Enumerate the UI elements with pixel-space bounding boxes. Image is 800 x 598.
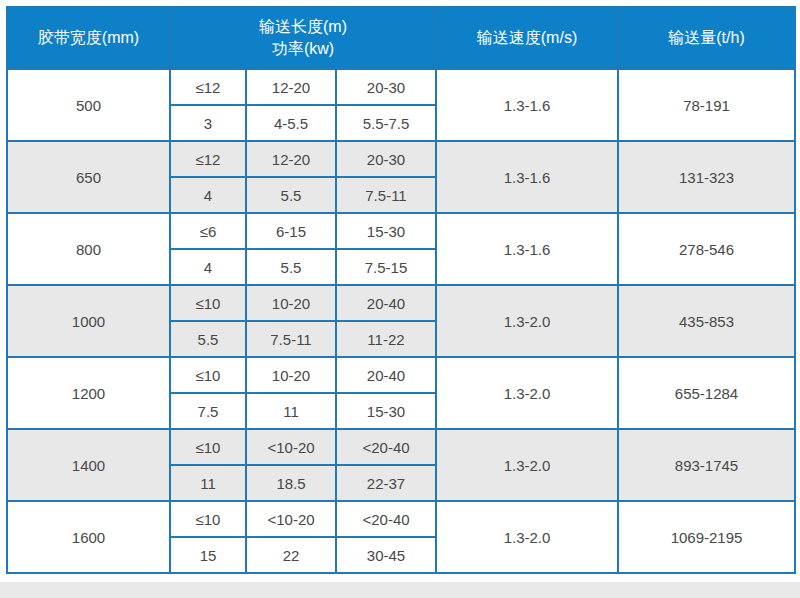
belt-width-cell: 650 — [7, 141, 170, 213]
table-row: 1000 ≤10 10-20 20-40 1.3-2.0 435-853 — [7, 285, 795, 321]
belt-width-cell: 500 — [7, 69, 170, 141]
length-cell: ≤6 — [170, 213, 246, 249]
capacity-cell: 78-191 — [618, 69, 795, 141]
table-row: 1600 ≤10 <10-20 <20-40 1.3-2.0 1069-2195 — [7, 501, 795, 537]
power-cell: 4 — [170, 249, 246, 285]
length-cell: 20-30 — [336, 69, 436, 105]
table-row: 800 ≤6 6-15 15-30 1.3-1.6 278-546 — [7, 213, 795, 249]
capacity-cell: 435-853 — [618, 285, 795, 357]
length-cell: <10-20 — [246, 429, 336, 465]
power-cell: 22-37 — [336, 465, 436, 501]
length-cell: ≤10 — [170, 501, 246, 537]
capacity-cell: 655-1284 — [618, 357, 795, 429]
header-capacity: 输送量(t/h) — [618, 7, 795, 69]
length-cell: 6-15 — [246, 213, 336, 249]
length-cell: 20-40 — [336, 357, 436, 393]
power-cell: 18.5 — [246, 465, 336, 501]
belt-width-cell: 1000 — [7, 285, 170, 357]
power-cell: 11-22 — [336, 321, 436, 357]
length-cell: ≤12 — [170, 141, 246, 177]
speed-cell: 1.3-2.0 — [436, 501, 618, 573]
belt-width-cell: 1200 — [7, 357, 170, 429]
power-cell: 11 — [170, 465, 246, 501]
power-cell: 5.5 — [170, 321, 246, 357]
capacity-cell: 131-323 — [618, 141, 795, 213]
table-body: 500 ≤12 12-20 20-30 1.3-1.6 78-191 3 4-5… — [7, 69, 795, 573]
power-cell: 15-30 — [336, 393, 436, 429]
capacity-cell: 278-546 — [618, 213, 795, 285]
header-speed: 输送速度(m/s) — [436, 7, 618, 69]
power-cell: 7.5-15 — [336, 249, 436, 285]
speed-cell: 1.3-1.6 — [436, 141, 618, 213]
table-header: 胶带宽度(mm) 输送长度(m) 功率(kw) 输送速度(m/s) 输送量(t/… — [7, 7, 795, 69]
length-cell: <10-20 — [246, 501, 336, 537]
length-cell: <20-40 — [336, 429, 436, 465]
power-cell: 11 — [246, 393, 336, 429]
power-cell: 4 — [170, 177, 246, 213]
belt-width-cell: 1400 — [7, 429, 170, 501]
spec-table: 胶带宽度(mm) 输送长度(m) 功率(kw) 输送速度(m/s) 输送量(t/… — [6, 6, 796, 574]
power-cell: 5.5-7.5 — [336, 105, 436, 141]
speed-cell: 1.3-2.0 — [436, 285, 618, 357]
power-cell: 7.5 — [170, 393, 246, 429]
header-length-line: 输送长度(m) — [173, 16, 433, 38]
speed-cell: 1.3-1.6 — [436, 69, 618, 141]
power-cell: 7.5-11 — [246, 321, 336, 357]
length-cell: ≤10 — [170, 429, 246, 465]
length-cell: <20-40 — [336, 501, 436, 537]
length-cell: ≤12 — [170, 69, 246, 105]
length-cell: 12-20 — [246, 69, 336, 105]
power-cell: 7.5-11 — [336, 177, 436, 213]
speed-cell: 1.3-2.0 — [436, 429, 618, 501]
power-cell: 5.5 — [246, 177, 336, 213]
power-cell: 15 — [170, 537, 246, 573]
header-row: 胶带宽度(mm) 输送长度(m) 功率(kw) 输送速度(m/s) 输送量(t/… — [7, 7, 795, 69]
length-cell: 20-40 — [336, 285, 436, 321]
table-row: 650 ≤12 12-20 20-30 1.3-1.6 131-323 — [7, 141, 795, 177]
header-power-line: 功率(kw) — [173, 38, 433, 60]
header-length-power: 输送长度(m) 功率(kw) — [170, 7, 436, 69]
power-cell: 22 — [246, 537, 336, 573]
table-row: 1200 ≤10 10-20 20-40 1.3-2.0 655-1284 — [7, 357, 795, 393]
belt-width-cell: 800 — [7, 213, 170, 285]
length-cell: 20-30 — [336, 141, 436, 177]
table-row: 500 ≤12 12-20 20-30 1.3-1.6 78-191 — [7, 69, 795, 105]
length-cell: ≤10 — [170, 357, 246, 393]
power-cell: 3 — [170, 105, 246, 141]
speed-cell: 1.3-2.0 — [436, 357, 618, 429]
length-cell: 10-20 — [246, 357, 336, 393]
power-cell: 5.5 — [246, 249, 336, 285]
length-cell: ≤10 — [170, 285, 246, 321]
length-cell: 15-30 — [336, 213, 436, 249]
capacity-cell: 1069-2195 — [618, 501, 795, 573]
speed-cell: 1.3-1.6 — [436, 213, 618, 285]
length-cell: 10-20 — [246, 285, 336, 321]
length-cell: 12-20 — [246, 141, 336, 177]
power-cell: 30-45 — [336, 537, 436, 573]
header-belt-width: 胶带宽度(mm) — [7, 7, 170, 69]
power-cell: 4-5.5 — [246, 105, 336, 141]
capacity-cell: 893-1745 — [618, 429, 795, 501]
table-row: 1400 ≤10 <10-20 <20-40 1.3-2.0 893-1745 — [7, 429, 795, 465]
belt-width-cell: 1600 — [7, 501, 170, 573]
